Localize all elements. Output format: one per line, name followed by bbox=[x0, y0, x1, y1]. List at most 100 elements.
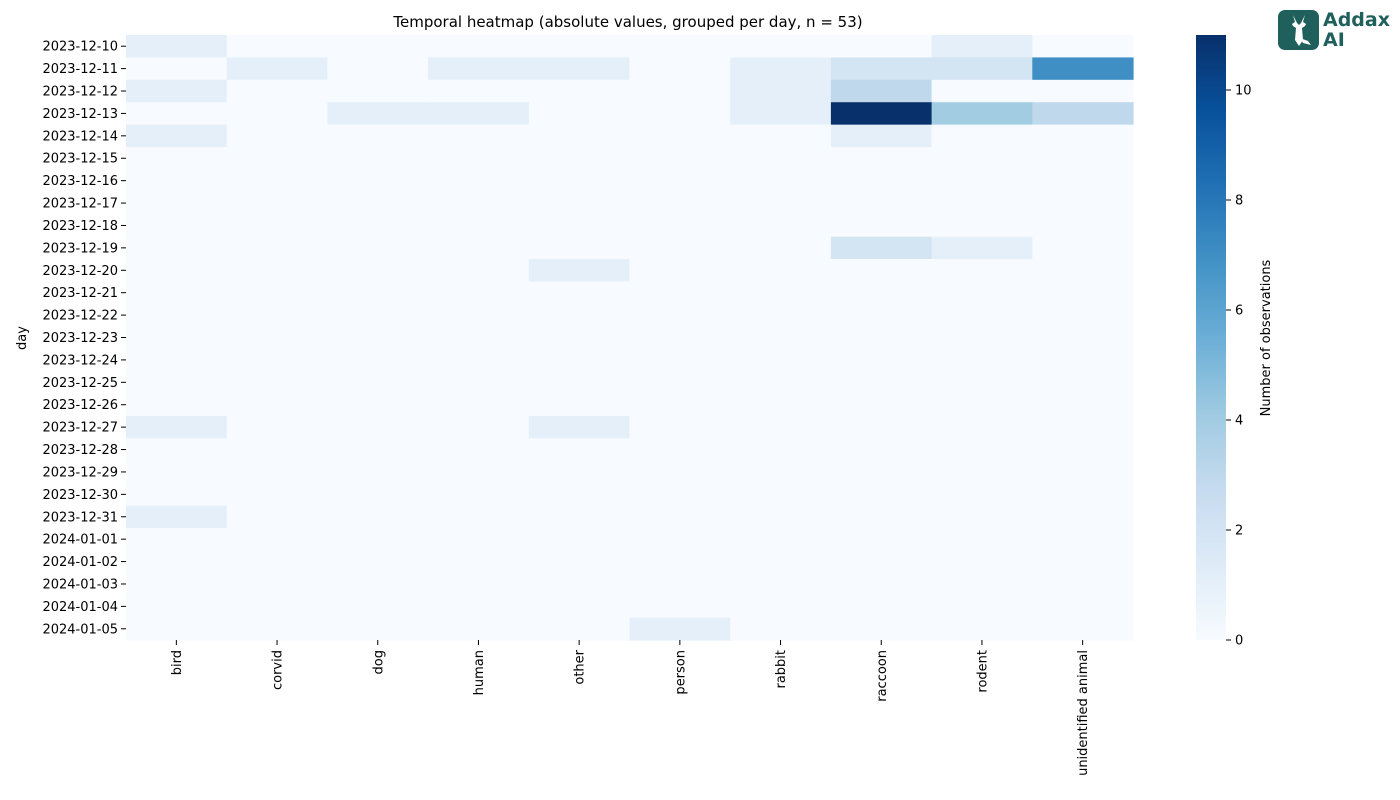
heatmap-cell bbox=[931, 483, 1033, 507]
heatmap-cell bbox=[428, 572, 530, 596]
heatmap-cell bbox=[931, 147, 1033, 171]
heatmap-cell bbox=[730, 169, 832, 193]
heatmap-cell bbox=[931, 438, 1033, 462]
heatmap-cell bbox=[629, 483, 731, 507]
heatmap-cell bbox=[226, 79, 328, 103]
heatmap-cell bbox=[528, 79, 631, 103]
heatmap-cell bbox=[428, 259, 530, 283]
heatmap-cell bbox=[528, 595, 631, 619]
heatmap-cell bbox=[730, 102, 832, 126]
heatmap-cell bbox=[1032, 214, 1134, 238]
heatmap-cell bbox=[327, 259, 429, 283]
heatmap-cell bbox=[830, 79, 933, 103]
heatmap-cell bbox=[528, 505, 631, 529]
logo-line-2: AI bbox=[1323, 29, 1345, 51]
heatmap-cell bbox=[1032, 617, 1134, 641]
heatmap-cell bbox=[629, 505, 731, 529]
colorbar-label: Number of observations bbox=[1259, 259, 1274, 416]
heatmap-cell bbox=[226, 57, 328, 81]
heatmap-cell bbox=[730, 527, 832, 551]
heatmap-cell bbox=[730, 572, 832, 596]
heatmap-cell bbox=[629, 326, 731, 350]
heatmap-cell bbox=[830, 35, 933, 59]
heatmap-cell bbox=[730, 79, 832, 103]
heatmap-cell bbox=[126, 259, 228, 283]
heatmap-cell bbox=[528, 617, 631, 641]
heatmap-cell bbox=[226, 460, 328, 484]
heatmap-cell bbox=[629, 371, 731, 395]
heatmap-cell bbox=[126, 371, 228, 395]
heatmap-cell bbox=[226, 281, 328, 305]
heatmap-cell bbox=[126, 35, 228, 59]
heatmap-cell bbox=[428, 303, 530, 327]
heatmap-cell bbox=[528, 303, 631, 327]
y-tick-label: 2023-12-19 bbox=[42, 241, 118, 256]
heatmap-cell bbox=[1032, 550, 1134, 574]
heatmap-cell bbox=[428, 595, 530, 619]
y-tick-label: 2023-12-17 bbox=[42, 197, 118, 212]
heatmap-cell bbox=[1032, 393, 1134, 417]
heatmap-cell bbox=[1032, 303, 1134, 327]
x-tick-label: rabbit bbox=[774, 650, 789, 689]
heatmap-cell bbox=[126, 236, 228, 260]
heatmap-cell bbox=[629, 214, 731, 238]
heatmap-cell bbox=[629, 191, 731, 215]
heatmap-cell bbox=[931, 572, 1033, 596]
colorbar bbox=[1196, 35, 1226, 640]
heatmap-cell bbox=[830, 147, 933, 171]
heatmap-cell bbox=[830, 348, 933, 372]
heatmap-cell bbox=[1032, 505, 1134, 529]
colorbar-tick-label: 10 bbox=[1235, 84, 1252, 99]
heatmap-cell bbox=[327, 617, 429, 641]
heatmap-cell bbox=[226, 595, 328, 619]
x-tick-label: unidentified animal bbox=[1076, 650, 1091, 776]
heatmap-cell bbox=[730, 371, 832, 395]
heatmap-cell bbox=[528, 371, 631, 395]
heatmap-cell bbox=[1032, 57, 1134, 81]
heatmap-cell bbox=[528, 102, 631, 126]
heatmap-cell bbox=[830, 527, 933, 551]
heatmap-cell bbox=[327, 191, 429, 215]
y-tick-label: 2024-01-02 bbox=[42, 555, 118, 570]
heatmap-cell bbox=[428, 124, 530, 148]
heatmap-cell bbox=[226, 348, 328, 372]
heatmap-cell bbox=[730, 124, 832, 148]
heatmap-cell bbox=[226, 35, 328, 59]
heatmap-cell bbox=[1032, 169, 1134, 193]
heatmap-cell bbox=[629, 124, 731, 148]
heatmap-cell bbox=[327, 527, 429, 551]
heatmap-cell bbox=[226, 124, 328, 148]
heatmap-cell bbox=[428, 281, 530, 305]
heatmap-cell bbox=[226, 259, 328, 283]
heatmap-cell bbox=[931, 169, 1033, 193]
heatmap-cell bbox=[428, 460, 530, 484]
heatmap-cell bbox=[629, 169, 731, 193]
heatmap-cell bbox=[126, 550, 228, 574]
heatmap-cell bbox=[931, 124, 1033, 148]
heatmap-cell bbox=[528, 460, 631, 484]
heatmap-cell bbox=[1032, 348, 1134, 372]
y-tick-label: 2023-12-24 bbox=[42, 353, 118, 368]
heatmap-cell bbox=[1032, 35, 1134, 59]
heatmap-cell bbox=[629, 236, 731, 260]
heatmap-cell bbox=[931, 281, 1033, 305]
heatmap-cell bbox=[126, 348, 228, 372]
heatmap-cell bbox=[428, 236, 530, 260]
y-tick-label: 2023-12-31 bbox=[42, 510, 118, 525]
x-tick-label: person bbox=[673, 650, 688, 695]
heatmap-cell bbox=[126, 617, 228, 641]
heatmap-cell bbox=[126, 79, 228, 103]
heatmap-cell bbox=[428, 57, 530, 81]
heatmap-cell bbox=[730, 483, 832, 507]
heatmap-cell bbox=[629, 415, 731, 439]
heatmap-cell bbox=[629, 550, 731, 574]
heatmap-cell bbox=[528, 348, 631, 372]
heatmap-cell bbox=[629, 527, 731, 551]
heatmap-cell bbox=[126, 326, 228, 350]
y-tick-label: 2023-12-26 bbox=[42, 398, 118, 413]
heatmap-cell bbox=[226, 371, 328, 395]
heatmap-cell bbox=[126, 191, 228, 215]
heatmap-cell bbox=[528, 236, 631, 260]
heatmap-cell bbox=[327, 35, 429, 59]
x-axis: bird corvid dog human other person rabbit racco… bbox=[170, 640, 1091, 776]
